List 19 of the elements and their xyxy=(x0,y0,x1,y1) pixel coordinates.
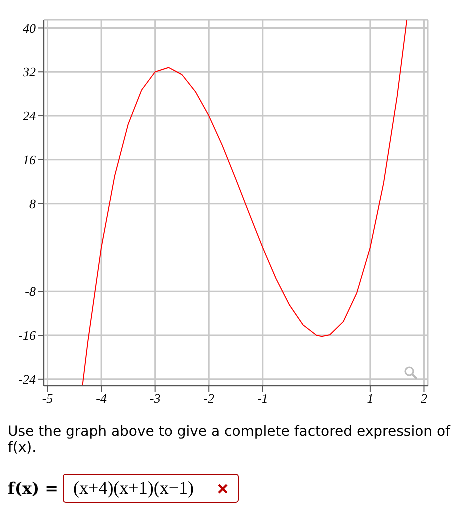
x-tick-label: -4 xyxy=(96,391,108,406)
text: (x+4)(x+1)(x−1) xyxy=(74,478,194,499)
line-series xyxy=(82,20,408,386)
y-tick-label: 16 xyxy=(23,152,36,168)
x-tick-label: -5 xyxy=(42,391,54,406)
y-tick-label: -8 xyxy=(25,284,36,300)
y-tick-label: -16 xyxy=(18,328,36,344)
text: Use the graph above to give a complete factored expression of f(x). xyxy=(8,424,452,456)
text: f(x) = xyxy=(8,479,59,498)
y-tick-label: -24 xyxy=(18,372,36,388)
x-tick-label: 2 xyxy=(420,391,428,406)
y-tick-label: 24 xyxy=(23,108,36,124)
x-tick-label: -2 xyxy=(204,391,216,406)
x-tick-label: -3 xyxy=(150,391,162,406)
x-tick-label: -1 xyxy=(257,391,268,406)
x-tick-label: 1 xyxy=(367,391,374,406)
y-tick-label: 40 xyxy=(23,20,36,36)
y-tick-label: 8 xyxy=(30,196,36,212)
y-tick-label: 32 xyxy=(22,64,36,80)
